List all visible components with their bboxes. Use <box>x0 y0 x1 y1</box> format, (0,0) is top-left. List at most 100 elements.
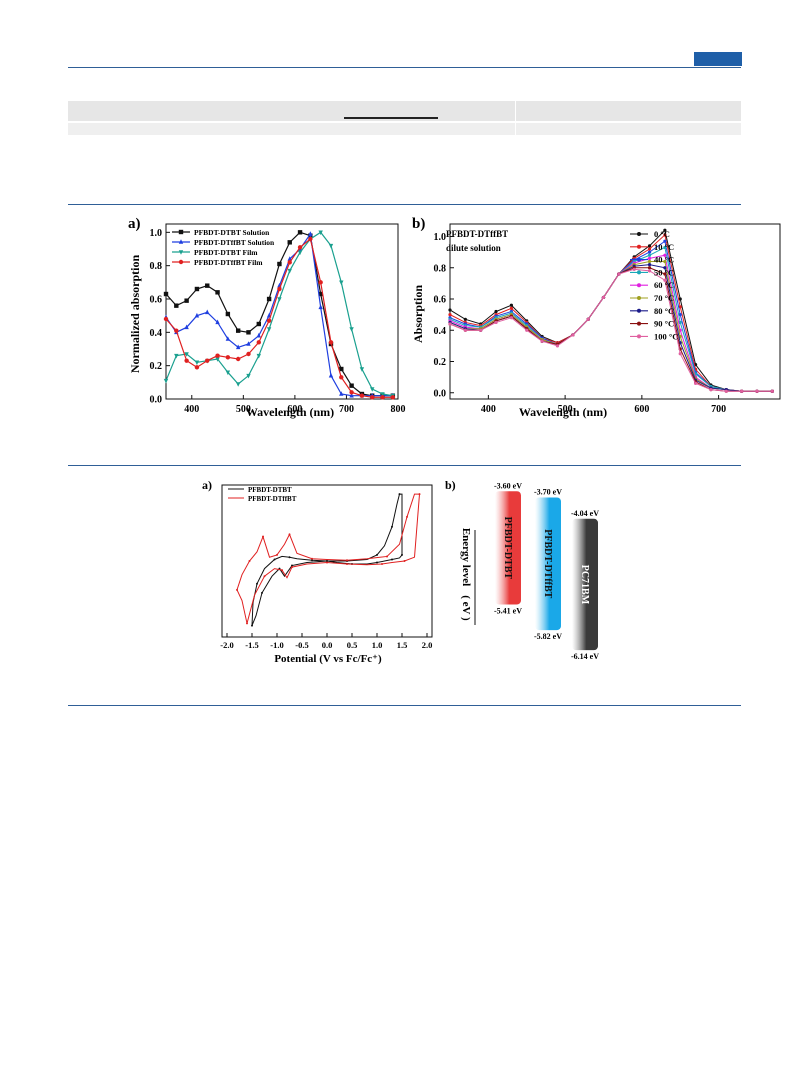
x-axis-title: Potential (V vs Fc/Fc⁺) <box>274 653 382 665</box>
data-point-100-c <box>709 388 713 392</box>
energy-bar-pc71bm <box>572 518 598 651</box>
data-point-pfbdt-dtffbt-solution <box>205 309 210 315</box>
data-point-100-c <box>571 333 575 337</box>
data-point-pfbdt-dtbt <box>311 559 313 562</box>
data-point-40-c <box>678 313 682 317</box>
data-point-90-c <box>647 266 652 270</box>
data-point-pfbdt-dtffbt-film <box>277 286 282 292</box>
x-tick-label: 800 <box>391 404 406 415</box>
y-tick-label: 0.8 <box>150 261 163 272</box>
inset-title-line1: PFBDT-DTffBT <box>446 229 508 239</box>
data-point-pfbdt-dtffbt-film <box>297 245 303 250</box>
data-point-pfbdt-dtffbt <box>281 569 283 572</box>
data-point-pfbdt-dtffbt-film <box>266 318 272 323</box>
data-point-pfbdt-dtffbt <box>403 560 406 562</box>
data-point-100-c <box>586 317 590 321</box>
data-point-pfbdt-dtffbt-film <box>194 365 200 370</box>
data-point-0-c <box>663 228 667 232</box>
data-point-90-c <box>663 272 667 276</box>
data-point-pfbdt-dtffbt <box>346 563 348 566</box>
absorption-chart-b: b) Absorption Wavelength (nm) PFBDT-DTff… <box>411 216 781 419</box>
panel-letter-cv: a) <box>202 478 212 492</box>
legend-marker <box>637 321 641 326</box>
data-point-50-c <box>663 245 667 250</box>
x-tick-label: -0.5 <box>295 640 308 650</box>
data-point-pfbdt-dtffbt-film <box>215 353 220 358</box>
data-point-pfbdt-dtffbt-film <box>380 395 385 400</box>
legend-marker <box>178 229 184 235</box>
data-point-pfbdt-dtbt <box>251 624 253 627</box>
data-point-pfbdt-dtbt-film <box>256 353 261 359</box>
data-point-pfbdt-dtffbt-solution <box>256 332 261 338</box>
data-point-pfbdt-dtffbt <box>326 561 328 564</box>
data-point-pfbdt-dtbt-film <box>318 230 323 236</box>
legend-marker <box>178 259 184 265</box>
y-tick-label: 1.0 <box>434 232 447 243</box>
data-point-pfbdt-dtffbt-solution <box>194 312 200 318</box>
data-point-pfbdt-dtbt-solution <box>297 230 303 235</box>
energy-axis-label-line2: ( eV ) <box>460 595 472 621</box>
data-point-pfbdt-dtbt-solution <box>235 328 241 333</box>
table-underline <box>344 117 438 119</box>
data-point-0-c <box>494 309 498 314</box>
data-point-70-c <box>663 259 667 264</box>
data-point-pfbdt-dtbt-film <box>287 268 292 274</box>
data-point-pfbdt-dtbt-film <box>194 360 200 366</box>
data-point-pfbdt-dtbt-solution <box>318 291 323 297</box>
data-point-pfbdt-dtbt-solution <box>163 291 169 297</box>
data-point-pfbdt-dtffbt-solution <box>184 324 189 330</box>
data-point-pfbdt-dtbt-solution <box>266 296 272 302</box>
table-row-band <box>68 123 741 135</box>
x-tick-label: 700 <box>339 404 354 415</box>
data-point-80-c <box>663 266 667 270</box>
data-point-pfbdt-dtbt <box>391 525 393 528</box>
data-point-pfbdt-dtbt-film <box>163 378 169 384</box>
data-point-pfbdt-dtbt-film <box>246 373 251 379</box>
table-header-band <box>68 101 741 121</box>
lumo-label: -3.60 eV <box>494 481 522 490</box>
data-point-pfbdt-dtffbt-film <box>184 358 189 363</box>
data-point-pfbdt-dtbt <box>401 553 403 556</box>
data-point-10-c <box>509 306 513 310</box>
data-point-pfbdt-dtffbt-film <box>308 236 313 242</box>
legend-label: PFBDT-DTffBT Film <box>194 258 263 267</box>
data-point-0-c <box>448 308 452 312</box>
data-point-pfbdt-dtffbt-solution <box>339 391 344 396</box>
legend-label: 40 °C <box>654 255 674 265</box>
data-point-pfbdt-dtffbt <box>311 557 313 560</box>
data-point-pfbdt-dtffbt-film <box>246 351 251 357</box>
series-line-70-c <box>449 261 773 392</box>
legend-label: 70 °C <box>654 293 674 303</box>
data-point-10-c <box>678 305 682 309</box>
data-point-pfbdt-dtffbt-film <box>205 358 210 363</box>
series-line-50-c <box>449 246 773 392</box>
data-point-50-c <box>678 320 682 325</box>
data-point-pfbdt-dtbt-solution <box>174 303 179 308</box>
x-tick-label: 600 <box>287 404 302 415</box>
data-point-100-c <box>525 328 529 332</box>
data-point-100-c <box>463 328 467 332</box>
data-point-pfbdt-dtbt-solution <box>184 298 189 303</box>
data-point-pfbdt-dtffbt-film <box>174 328 179 333</box>
data-point-60-c <box>663 253 667 257</box>
legend-label: 100 °C <box>654 331 678 341</box>
series-line-0-c <box>449 229 773 392</box>
data-point-pfbdt-dtffbt-solution <box>246 341 251 346</box>
data-point-pfbdt-dtbt-film <box>370 387 375 392</box>
data-point-pfbdt-dtffbt-film <box>225 355 231 360</box>
data-point-pfbdt-dtbt-film <box>277 297 282 302</box>
data-point-40-c <box>663 239 667 243</box>
y-axis-title: Normalized absorption <box>128 255 142 374</box>
y-tick-label: 0.0 <box>434 388 447 399</box>
data-point-10-c <box>448 313 452 317</box>
legend-marker <box>637 283 641 288</box>
homo-label: -6.14 eV <box>571 652 599 661</box>
data-point-pfbdt-dtbt <box>288 556 291 559</box>
data-point-pfbdt-dtffbt-film <box>359 393 365 398</box>
data-point-100-c <box>540 339 544 343</box>
y-tick-label: 0.6 <box>434 295 447 306</box>
legend-marker <box>637 232 641 236</box>
y-tick-label: 0.2 <box>150 361 163 372</box>
data-point-pfbdt-dtbt <box>398 493 401 496</box>
data-point-pfbdt-dtffbt <box>262 535 264 538</box>
